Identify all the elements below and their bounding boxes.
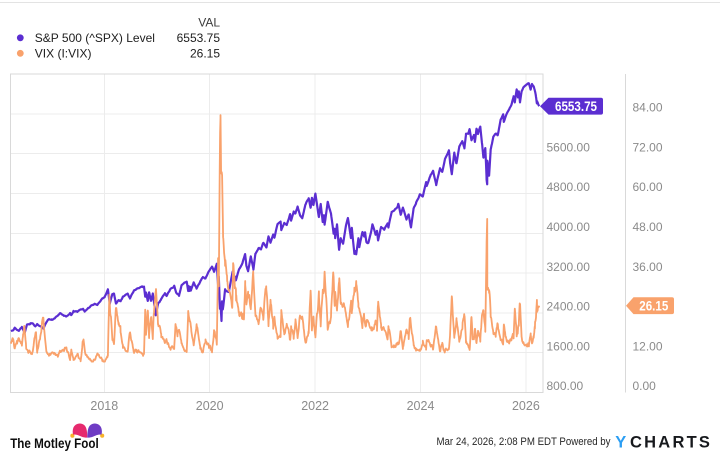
- svg-text:The Motley Fool: The Motley Fool: [10, 436, 99, 451]
- svg-text:Y: Y: [615, 434, 626, 452]
- svg-text:2018: 2018: [90, 399, 118, 413]
- svg-text:6553.75: 6553.75: [555, 99, 597, 114]
- svg-text:48.00: 48.00: [633, 220, 663, 234]
- svg-text:1600.00: 1600.00: [547, 339, 591, 353]
- svg-text:2024: 2024: [407, 399, 435, 413]
- svg-text:84.00: 84.00: [633, 101, 663, 115]
- svg-text:VIX (I:VIX): VIX (I:VIX): [35, 47, 92, 61]
- svg-text:VAL: VAL: [198, 16, 220, 30]
- svg-text:800.00: 800.00: [547, 379, 584, 393]
- svg-text:4800.00: 4800.00: [547, 180, 591, 194]
- svg-text:2400.00: 2400.00: [547, 300, 591, 314]
- svg-text:2020: 2020: [196, 399, 224, 413]
- svg-text:6553.75: 6553.75: [177, 31, 221, 45]
- svg-text:0.00: 0.00: [633, 379, 657, 393]
- svg-text:36.00: 36.00: [633, 260, 663, 274]
- svg-text:S&P 500 (^SPX) Level: S&P 500 (^SPX) Level: [35, 31, 155, 45]
- svg-text:60.00: 60.00: [633, 180, 663, 194]
- svg-text:72.00: 72.00: [633, 140, 663, 154]
- svg-text:5600.00: 5600.00: [547, 140, 591, 154]
- svg-text:CHARTS: CHARTS: [630, 434, 712, 452]
- svg-text:Mar 24, 2026, 2:08 PM EDT Powe: Mar 24, 2026, 2:08 PM EDT Powered by: [437, 436, 611, 448]
- svg-text:4000.00: 4000.00: [547, 220, 591, 234]
- svg-text:2022: 2022: [301, 399, 329, 413]
- svg-text:2026: 2026: [512, 399, 540, 413]
- svg-text:3200.00: 3200.00: [547, 260, 591, 274]
- svg-text:12.00: 12.00: [633, 339, 663, 353]
- svg-text:26.15: 26.15: [190, 47, 220, 61]
- svg-text:26.15: 26.15: [639, 299, 668, 314]
